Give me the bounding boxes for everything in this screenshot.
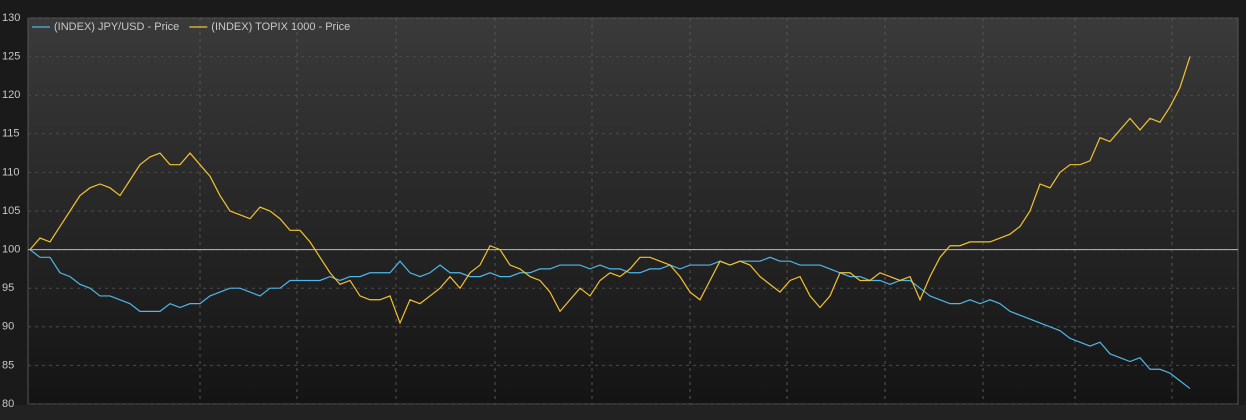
y-tick-label: 120 [2, 89, 20, 101]
y-tick-label: 100 [2, 244, 20, 256]
y-tick-label: 105 [2, 205, 20, 217]
y-tick-label: 125 [2, 51, 20, 63]
y-tick-label: 115 [2, 128, 20, 140]
y-tick-label: 95 [2, 282, 14, 294]
vertical-grid [199, 18, 1173, 404]
y-tick-label: 110 [2, 166, 20, 178]
y-tick-label: 80 [2, 398, 14, 410]
series-line [29, 249, 1191, 390]
legend-label: (INDEX) TOPIX 1000 - Price [211, 21, 350, 33]
bottom-bar [0, 405, 1246, 420]
y-tick-label: 85 [2, 359, 14, 371]
y-tick-label: 130 [2, 12, 20, 24]
legend-label: (INDEX) JPY/USD - Price [54, 21, 179, 33]
y-tick-label: 90 [2, 321, 14, 333]
series-line [29, 56, 1191, 325]
